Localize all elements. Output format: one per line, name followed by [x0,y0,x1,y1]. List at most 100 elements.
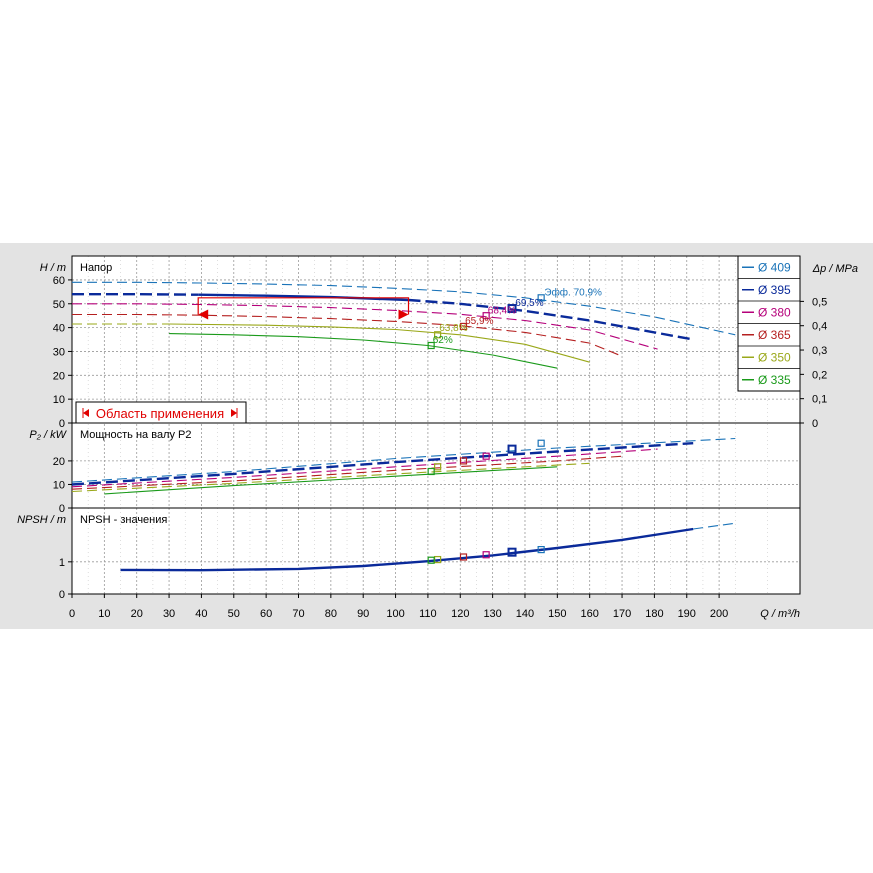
y-axis-label-power: P₂ / kW [29,429,67,441]
series-line-409 [71,437,736,483]
series-line-365 [71,455,623,490]
duty-point-395 [507,547,517,557]
duty-point-380 [482,452,490,460]
x-tick-label: 120 [451,608,469,620]
series-line-380 [71,448,658,488]
series-line-365 [72,313,623,357]
series-line-380 [72,303,658,350]
application-range-arrow-right [231,409,237,417]
y-tick-label: 1 [59,557,65,569]
y-tick-label: 10 [53,479,65,491]
series-line-395 [198,293,409,302]
legend-label-335: Ø 335 [758,373,791,387]
y-tick-label: 0 [59,418,65,430]
right-axis-tick-label: 0,2 [812,369,827,381]
x-tick-label: 60 [260,608,272,620]
duty-point-380 [482,551,490,559]
duty-point-365 [459,457,468,465]
x-axis-label: Q / m³/h [760,608,800,620]
duty-point-409 [537,545,545,554]
efficiency-label-335: 62% [433,335,453,346]
panel-title-head: Напор [80,262,112,274]
y-tick-label: 20 [53,456,65,468]
range-arrow-left [198,309,209,320]
series-line-409 [72,281,736,336]
efficiency-label-380: 68,4% [488,305,516,316]
series-line-350 [71,462,590,493]
x-tick-label: 200 [710,608,728,620]
series-line-395 [71,442,694,486]
x-tick-label: 40 [195,608,207,620]
duty-point-335 [427,341,435,350]
panel-frame-npsh [71,507,801,595]
x-tick-label: 170 [613,608,631,620]
application-range-arrow-left [83,409,89,417]
x-tick-label: 160 [581,608,599,620]
y-tick-label: 30 [53,346,65,358]
application-range-frame [75,401,247,424]
series-line-409 [693,522,736,530]
range-arrow-right [398,309,409,320]
x-tick-label: 70 [292,608,304,620]
range-bracket [197,297,410,315]
series-line-395 [408,298,694,341]
x-tick-label: 10 [98,608,110,620]
y-axis-label-npsh: NPSH / m [17,514,66,526]
x-tick-label: 150 [548,608,566,620]
efficiency-label-395: 69,5% [515,298,543,309]
right-axis-tick-label: 0,4 [812,321,827,333]
x-tick-label: 180 [645,608,663,620]
right-axis-tick-label: 0 [812,418,818,430]
efficiency-label-409: Эфф. 70,9% [544,286,602,298]
x-tick-label: 110 [419,608,437,620]
y-tick-label: 0 [59,503,65,515]
series-line-395 [72,293,199,296]
application-range-label: Область применения [96,406,224,421]
duty-point-350 [434,331,442,339]
duty-point-350 [434,463,442,471]
legend: Ø 409 Ø 395 Ø 380 Ø 365 Ø 350 Ø 335 [737,255,801,392]
x-tick-label: 140 [516,608,534,620]
right-axis-tick-label: 0,3 [812,345,827,357]
y-tick-label: 20 [53,370,65,382]
legend-label-365: Ø 365 [758,328,791,342]
y-tick-label: 60 [53,275,65,287]
x-tick-label: 80 [325,608,337,620]
right-axis-label: Δp / MPa [812,263,858,275]
legend-label-380: Ø 380 [758,305,791,319]
legend-label-395: Ø 395 [758,283,791,297]
plot-area [72,256,800,594]
x-tick-label: 30 [163,608,175,620]
efficiency-label-365: 65,9% [465,316,493,327]
panel-title-power: Мощность на валу P2 [80,429,192,441]
duty-point-380 [482,312,490,320]
x-tick-label: 20 [131,608,143,620]
x-tick-label: 50 [228,608,240,620]
x-tick-label: 0 [69,608,75,620]
series-line-350 [169,323,590,363]
x-tick-label: 190 [678,608,696,620]
y-tick-label: 40 [53,323,65,335]
duty-point-409 [537,439,545,447]
series-line-335 [104,466,558,495]
duty-point-395 [507,444,517,454]
duty-point-335 [427,556,435,564]
x-tick-label: 90 [357,608,369,620]
panel-title-npsh: NPSH - значения [80,514,167,526]
legend-label-409: Ø 409 [758,260,791,274]
y-tick-label: 10 [53,394,65,406]
duty-point-409 [537,294,545,302]
duty-point-335 [427,467,435,476]
x-tick-label: 130 [483,608,501,620]
y-axis-label-head: H / m [40,262,66,274]
application-range-box: Область применения [75,401,247,424]
right-axis-tick-label: 0,1 [812,394,827,406]
y-tick-label: 0 [59,589,65,601]
x-tick-label: 100 [386,608,404,620]
duty-point-365 [459,553,468,561]
right-axis-tick-label: 0,5 [812,296,827,308]
efficiency-label-350: 63,8% [439,323,467,334]
duty-point-365 [459,322,468,331]
legend-label-350: Ø 350 [758,350,791,364]
